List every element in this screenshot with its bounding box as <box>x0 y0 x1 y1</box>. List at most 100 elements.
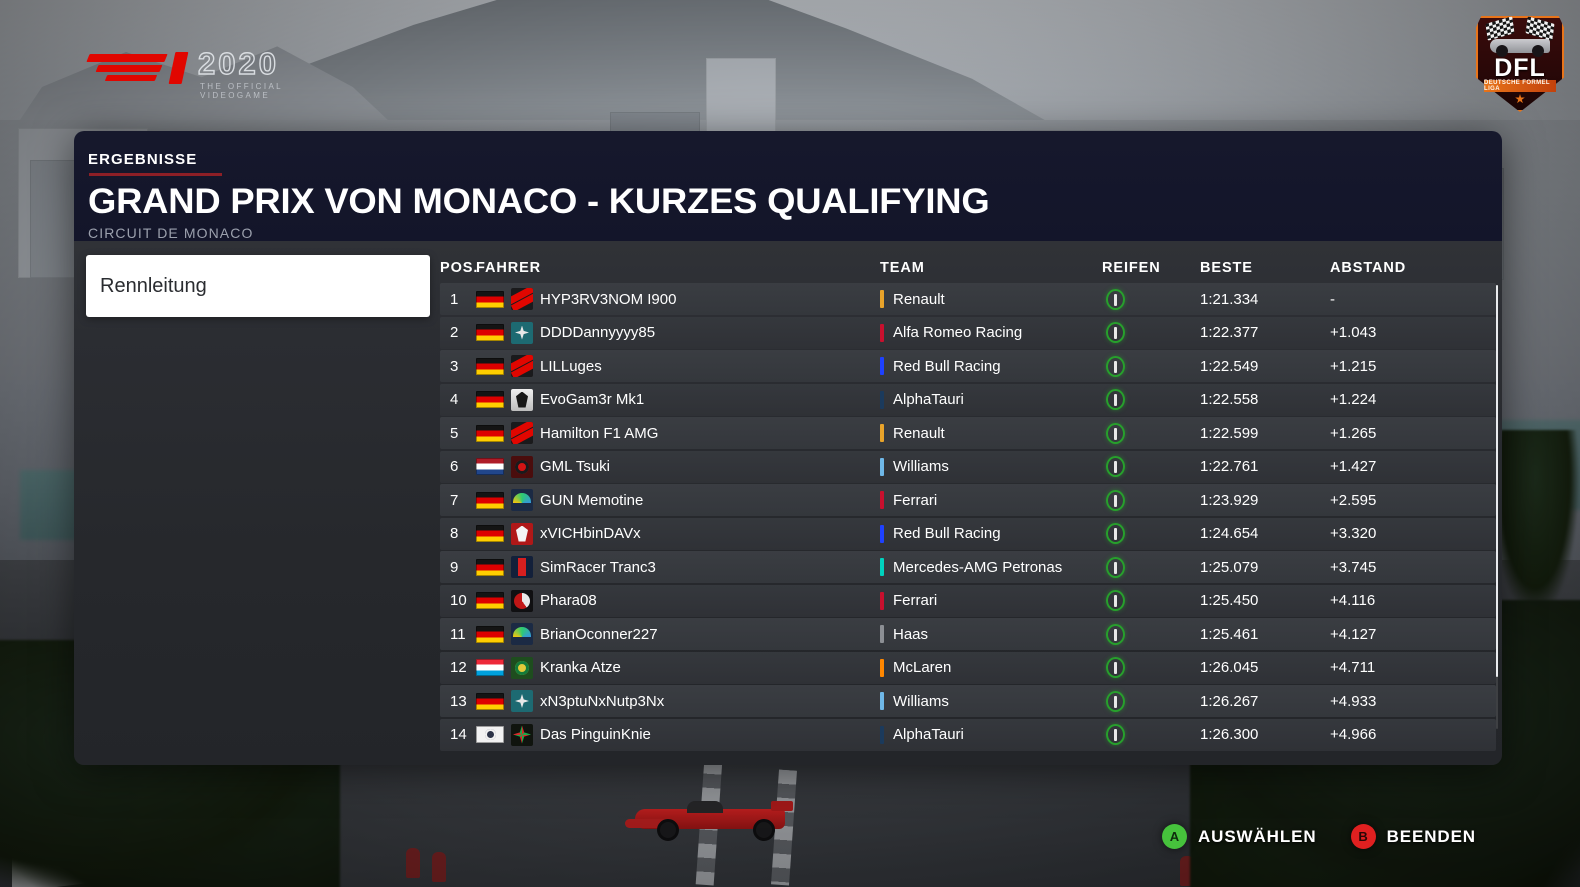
flag-icon <box>476 625 504 643</box>
player-emblem-icon <box>511 589 533 612</box>
panel-header: ERGEBNISSE GRAND PRIX VON MONACO - KURZE… <box>74 131 1502 241</box>
table-row[interactable]: 3 LILLuges Red Bull Racing 1:22.549 +1.215 <box>440 350 1496 382</box>
driver-name: GML Tsuki <box>540 458 611 475</box>
flag-icon <box>476 558 504 576</box>
cell-gap: +4.966 <box>1330 726 1377 743</box>
cell-position: 9 <box>450 558 459 576</box>
flag-icon <box>476 692 504 710</box>
f1-2020-logo: 2020 THE OFFICIAL VIDEOGAME <box>86 45 288 100</box>
table-row[interactable]: 2 DDDDannyyyy85 Alfa Romeo Racing 1:22.377 +… <box>440 316 1496 349</box>
cell-team: AlphaTauri <box>880 725 1102 744</box>
cell-position: 13 <box>450 692 467 710</box>
cell-best-lap: 1:21.334 <box>1200 290 1259 308</box>
table-row[interactable]: 13 xN3ptuNxNutp3Nx Williams 1:26.267 +4.933 <box>440 685 1496 717</box>
table-row[interactable]: 9 SimRacer Tranc3 Mercedes-AMG Petronas 1:2… <box>440 551 1496 583</box>
driver-name: SimRacer Tranc3 <box>540 558 656 576</box>
prompt-select[interactable]: A AUSWÄHLEN <box>1161 824 1317 849</box>
team-color-bar <box>880 323 884 342</box>
cell-team: Alfa Romeo Racing <box>880 323 1102 342</box>
intermediate-tyre-icon <box>1106 623 1125 645</box>
driver-name: Das PinguinKnie <box>540 726 651 743</box>
table-row[interactable]: 14 Das PinguinKnie AlphaTauri 1:26.300 +4.96… <box>440 718 1496 751</box>
page-title: GRAND PRIX VON MONACO - KURZES QUALIFYIN… <box>88 182 990 221</box>
player-emblem-icon <box>511 656 533 679</box>
cell-best-lap: 1:22.761 <box>1200 458 1259 475</box>
team-name: Mercedes-AMG Petronas <box>893 558 1063 576</box>
button-a-icon: A <box>1161 824 1187 849</box>
cell-driver: BrianOconner227 <box>476 623 880 645</box>
table-row[interactable]: 10 Phara08 Ferrari 1:25.450 +4.116 <box>440 584 1496 617</box>
cell-team: Mercedes-AMG Petronas <box>880 558 1102 576</box>
table-row[interactable]: 1 HYP3RV3NOM I900 Renault 1:21.334 - <box>440 283 1496 315</box>
cell-tyre <box>1102 322 1200 343</box>
cell-driver: xN3ptuNxNutp3Nx <box>476 690 880 712</box>
cell-best-lap: 1:23.929 <box>1200 491 1259 509</box>
team-name: Renault <box>893 290 945 308</box>
cell-driver: GUN Memotine <box>476 489 880 511</box>
cell-best-lap: 1:22.599 <box>1200 424 1259 442</box>
cell-best-lap: 1:22.377 <box>1200 324 1259 341</box>
table-row[interactable]: 5 Hamilton F1 AMG Renault 1:22.599 +1.265 <box>440 417 1496 449</box>
table-row[interactable]: 6 GML Tsuki Williams 1:22.761 +1.427 <box>440 450 1496 483</box>
cell-best-lap: 1:25.079 <box>1200 558 1259 576</box>
scrollbar-thumb[interactable] <box>1496 285 1498 677</box>
intermediate-tyre-icon <box>1106 556 1125 578</box>
table-body: 1 HYP3RV3NOM I900 Renault 1:21.334 - 2 DDDDann… <box>440 283 1496 751</box>
team-color-bar <box>880 424 884 442</box>
driver-name: HYP3RV3NOM I900 <box>540 290 677 308</box>
driver-name: xVICHbinDAVx <box>540 525 641 542</box>
driver-name: Hamilton F1 AMG <box>540 424 659 442</box>
cell-team: Ferrari <box>880 491 1102 509</box>
table-row[interactable]: 11 BrianOconner227 Haas 1:25.461 +4.127 <box>440 618 1496 650</box>
cell-team: McLaren <box>880 658 1102 677</box>
cell-gap: +3.745 <box>1330 558 1377 576</box>
cell-driver: Phara08 <box>476 589 880 612</box>
table-row[interactable]: 7 GUN Memotine Ferrari 1:23.929 +2.595 <box>440 484 1496 516</box>
team-color-bar <box>880 457 884 476</box>
player-emblem-icon <box>511 522 533 545</box>
cell-best-lap: 1:22.549 <box>1200 357 1259 375</box>
intermediate-tyre-icon <box>1106 422 1125 444</box>
cell-gap: +4.116 <box>1330 592 1376 609</box>
intermediate-tyre-icon <box>1106 724 1125 745</box>
dfl-banner: DEUTSCHE FORMEL LIGA <box>1484 80 1556 92</box>
player-emblem-icon <box>511 388 533 411</box>
f1-car-ferrari <box>625 795 800 847</box>
team-name: AlphaTauri <box>893 726 964 743</box>
col-header-pos: POS. <box>440 260 479 276</box>
kicker-underline <box>89 173 222 176</box>
player-emblem-icon <box>511 489 533 511</box>
cell-position: 5 <box>450 424 459 442</box>
cell-tyre <box>1102 724 1200 745</box>
table-row[interactable]: 12 Kranka Atze McLaren 1:26.045 +4.711 <box>440 651 1496 684</box>
player-emblem-icon <box>511 623 533 645</box>
intermediate-tyre-icon <box>1106 456 1125 477</box>
cell-gap: +4.933 <box>1330 692 1377 710</box>
sidebar-item-rennleitung[interactable]: Rennleitung <box>86 255 430 317</box>
table-row[interactable]: 8 xVICHbinDAVx Red Bull Racing 1:24.654 +3.3… <box>440 517 1496 550</box>
prompt-back[interactable]: B BEENDEN <box>1350 824 1476 849</box>
driver-name: EvoGam3r Mk1 <box>540 391 645 408</box>
team-name: Williams <box>893 458 949 475</box>
cell-driver: Kranka Atze <box>476 656 880 679</box>
player-emblem-icon <box>511 723 533 746</box>
marshal <box>406 848 420 878</box>
driver-name: Kranka Atze <box>540 659 621 676</box>
cell-tyre <box>1102 657 1200 678</box>
team-color-bar <box>880 725 884 744</box>
flag-icon <box>476 357 504 375</box>
cell-team: Ferrari <box>880 591 1102 610</box>
table-row[interactable]: 4 EvoGam3r Mk1 AlphaTauri 1:22.558 +1.224 <box>440 383 1496 416</box>
cell-best-lap: 1:25.461 <box>1200 625 1259 643</box>
player-emblem-icon <box>511 288 533 310</box>
flag-icon <box>476 592 504 609</box>
table-scrollbar[interactable] <box>1496 285 1498 729</box>
team-name: Red Bull Racing <box>893 525 1001 542</box>
palm-tree <box>1490 430 1580 620</box>
intermediate-tyre-icon <box>1106 489 1125 511</box>
race-car-icon <box>1490 39 1550 57</box>
team-color-bar <box>880 558 884 576</box>
flag-icon <box>476 391 504 408</box>
cell-team: Williams <box>880 457 1102 476</box>
f1-year-text: 2020 <box>197 45 279 81</box>
